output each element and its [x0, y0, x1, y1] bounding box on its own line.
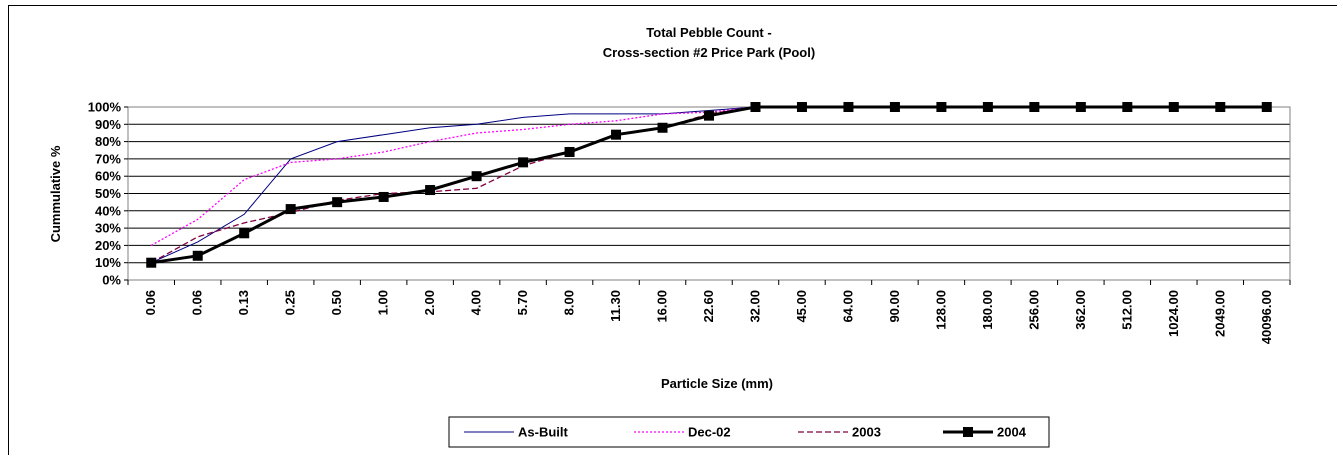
data-point [1122, 102, 1133, 112]
x-tick-label: 64.00 [840, 290, 855, 323]
legend-marker [963, 427, 973, 437]
y-tick-label: 60% [95, 169, 121, 184]
series-line-as-built [150, 106, 1267, 264]
x-tick-label: 5.70 [515, 290, 530, 315]
chart-frame [8, 5, 1337, 455]
x-tick-label: 1.00 [376, 290, 391, 315]
x-tick-label: 4.00 [469, 290, 484, 315]
x-tick-label: 0.25 [283, 290, 298, 315]
y-tick-label: 90% [95, 117, 121, 132]
data-point [796, 102, 807, 112]
y-tick-label: 70% [95, 151, 121, 166]
data-point [611, 129, 622, 140]
data-point [1215, 102, 1226, 112]
legend-label: 2004 [997, 425, 1027, 440]
y-tick-label: 100% [88, 100, 122, 115]
x-tick-label: 45.00 [794, 290, 809, 323]
x-tick-label: 512.00 [1119, 290, 1134, 330]
series [146, 102, 1272, 268]
legend-label: 2003 [852, 425, 881, 440]
x-tick-label: 32.00 [747, 290, 762, 323]
x-tick-label: 2.00 [422, 290, 437, 315]
y-tick-label: 10% [95, 255, 121, 270]
x-tick-label: 0.50 [329, 290, 344, 315]
data-point [843, 102, 854, 112]
series-line-2004 [150, 105, 1267, 265]
y-tick-label: 40% [95, 203, 121, 218]
x-tick-label: 1024.00 [1166, 290, 1181, 337]
series-line-2003 [150, 106, 1267, 264]
x-tick-label: 256.00 [1026, 290, 1041, 330]
x-tick-label: 90.00 [887, 290, 902, 323]
gridlines [128, 123, 1290, 264]
y-tick-label: 20% [95, 238, 121, 253]
y-axis-label: Cummulative % [48, 145, 63, 242]
x-tick-label: 180.00 [980, 290, 995, 330]
data-point [332, 197, 343, 208]
axes: 0% 10% 20% 30% 40% 50% 60% 70% 80% 90% 100% 0.06 0.0… [88, 100, 1291, 344]
data-point [982, 102, 993, 112]
x-tick-label: 362.00 [1073, 290, 1088, 330]
x-tick-label: 40096.00 [1259, 290, 1274, 344]
legend: As-Built Dec-02 2003 2004 [448, 416, 1050, 448]
data-point [146, 257, 157, 268]
y-tick-label: 30% [95, 221, 121, 236]
data-point [889, 102, 900, 112]
data-point [425, 185, 436, 196]
x-tick-label: 128.00 [933, 290, 948, 330]
data-point [518, 157, 529, 168]
legend-label: Dec-02 [688, 425, 731, 440]
data-point [1261, 102, 1272, 112]
data-point [239, 228, 250, 239]
x-tick-label: 22.60 [701, 290, 716, 323]
chart-title-line-1: Total Pebble Count - [646, 25, 771, 40]
data-point [1075, 102, 1086, 112]
y-tick-label: 80% [95, 134, 121, 149]
x-tick-label: 11.30 [608, 290, 623, 322]
data-point [564, 146, 575, 157]
data-point [657, 122, 668, 133]
x-tick-label: 2049.00 [1212, 290, 1227, 337]
data-point [936, 102, 947, 112]
y-tick-label: 50% [95, 186, 121, 201]
data-point [704, 110, 714, 121]
x-tick-label: 0.06 [143, 290, 158, 315]
data-point [1168, 102, 1179, 112]
y-tick-label: 0% [102, 273, 121, 288]
data-point [285, 204, 296, 215]
x-tick-label: 0.06 [190, 290, 205, 315]
x-tick-label: 0.13 [236, 290, 251, 315]
data-point [378, 191, 389, 202]
x-tick-label: 8.00 [562, 290, 577, 315]
data-point [192, 250, 203, 261]
data-point [1029, 102, 1040, 112]
legend-label: As-Built [518, 425, 569, 440]
x-tick-label: 16.00 [655, 290, 670, 323]
x-axis-label: Particle Size (mm) [661, 376, 773, 391]
data-point [471, 171, 482, 182]
data-point [750, 102, 761, 112]
chart-title-line-2: Cross-section #2 Price Park (Pool) [603, 45, 815, 60]
